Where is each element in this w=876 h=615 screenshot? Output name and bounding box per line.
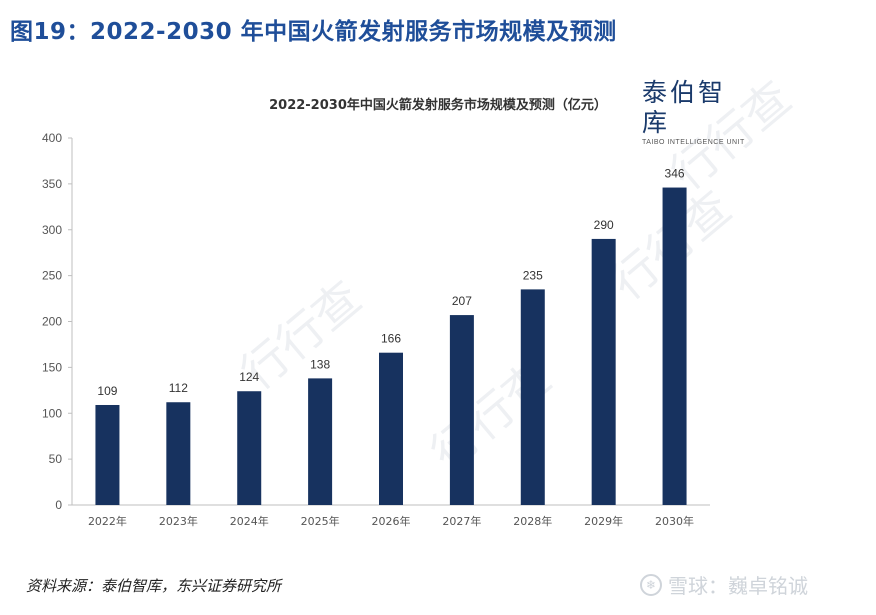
- brand-name: 泰伯智库: [642, 78, 727, 137]
- bar-value-label: 109: [97, 384, 117, 398]
- x-tick-label: 2028年: [513, 514, 552, 528]
- bar-value-label: 166: [381, 332, 401, 346]
- y-tick-label: 100: [42, 406, 62, 420]
- x-tick-label: 2029年: [584, 514, 623, 528]
- figure-title: 图19：2022-2030 年中国火箭发射服务市场规模及预测: [10, 19, 617, 45]
- y-tick-label: 200: [42, 315, 62, 329]
- y-tick-label: 300: [42, 223, 62, 237]
- bar: [95, 404, 120, 505]
- xueqiu-watermark-text: 雪球：巍卓铭诚: [668, 574, 808, 598]
- brand-subtitle: TAIBO INTELLIGENCE UNIT: [642, 139, 745, 146]
- bar: [237, 391, 262, 505]
- x-tick-label: 2025年: [301, 514, 340, 528]
- x-tick-label: 2024年: [230, 514, 269, 528]
- bar-value-label: 138: [310, 357, 330, 371]
- x-tick-label: 2023年: [159, 514, 198, 528]
- y-tick-label: 350: [42, 177, 62, 191]
- chart-title: 2022-2030年中国火箭发射服务市场规模及预测（亿元）: [269, 98, 607, 113]
- bar-value-label: 112: [169, 381, 188, 395]
- snowball-icon: ❄: [640, 573, 662, 596]
- bar: [591, 238, 616, 506]
- y-tick-label: 400: [42, 131, 62, 145]
- x-tick-label: 2022年: [88, 514, 127, 528]
- bar-value-label: 207: [452, 294, 472, 308]
- y-tick-label: 250: [42, 269, 62, 283]
- x-tick-label: 2026年: [372, 514, 411, 528]
- bar: [308, 378, 333, 505]
- source-note: 资料来源：泰伯智库，东兴证券研究所: [26, 577, 282, 595]
- y-tick-label: 0: [55, 498, 62, 512]
- x-tick-label: 2027年: [442, 514, 481, 528]
- brand-logo: 泰伯智库 TAIBO INTELLIGENCE UNIT: [642, 78, 752, 146]
- x-tick-label: 2030年: [655, 514, 694, 528]
- bar-value-label: 346: [665, 167, 685, 181]
- y-tick-label: 150: [42, 360, 62, 374]
- bar: [520, 289, 545, 505]
- bar: [449, 315, 474, 505]
- xueqiu-watermark: ❄ 雪球：巍卓铭诚: [640, 570, 808, 599]
- bar: [379, 352, 403, 505]
- bar: [166, 402, 191, 505]
- bar: [662, 187, 687, 506]
- bar-value-label: 290: [594, 218, 614, 232]
- bar-value-label: 235: [523, 268, 543, 282]
- y-tick-label: 50: [49, 452, 63, 466]
- bar-value-label: 124: [239, 370, 259, 384]
